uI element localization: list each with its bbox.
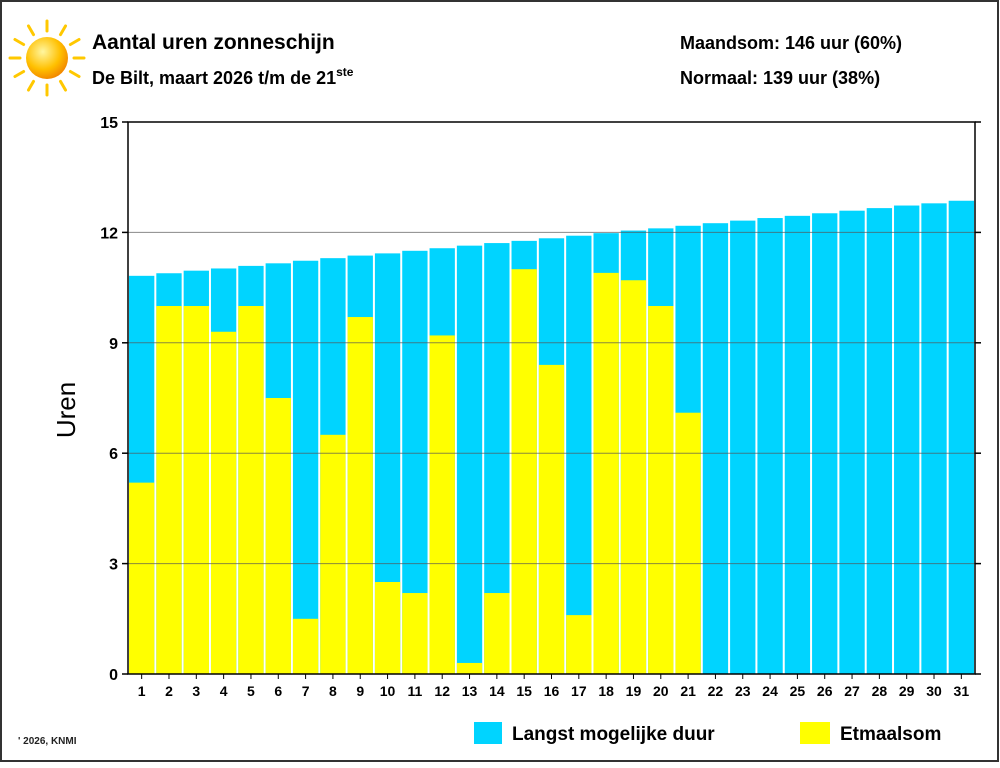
x-tick-label: 8	[329, 683, 337, 699]
bar-max-duration	[812, 213, 838, 674]
x-tick-label: 13	[462, 683, 478, 699]
x-tick-label: 28	[872, 683, 888, 699]
x-tick-label: 30	[926, 683, 942, 699]
x-tick-label: 14	[489, 683, 505, 699]
x-tick-label: 4	[220, 683, 228, 699]
x-tick-label: 3	[192, 683, 200, 699]
subtitle-superscript: ste	[336, 65, 354, 79]
x-tick-label: 6	[274, 683, 282, 699]
y-tick-label: 9	[109, 336, 118, 353]
bar-max-duration	[456, 245, 483, 674]
bar-max-duration	[784, 215, 811, 674]
bar-sunshine	[566, 615, 592, 674]
x-tick-label: 21	[680, 683, 696, 699]
copyright: ' 2026, KNMI	[18, 736, 77, 747]
x-tick-label: 25	[790, 683, 806, 699]
bar-max-duration	[839, 210, 865, 675]
x-tick-label: 23	[735, 683, 751, 699]
bar-sunshine	[265, 398, 291, 674]
x-tick-label: 29	[899, 683, 915, 699]
bar-sunshine	[429, 335, 455, 674]
sun-ray	[68, 70, 81, 78]
x-tick-label: 27	[844, 683, 860, 699]
sun-ray	[27, 79, 35, 92]
sun-ray	[59, 79, 67, 92]
x-tick-label: 31	[954, 683, 970, 699]
bar-sunshine	[347, 317, 373, 674]
bar-sunshine	[484, 593, 510, 674]
legend-label-max-duration: Langst mogelijke duur	[512, 724, 715, 745]
sun-ray	[27, 24, 35, 37]
x-tick-label: 10	[380, 683, 396, 699]
x-tick-label: 16	[544, 683, 560, 699]
x-tick-label: 15	[516, 683, 532, 699]
x-tick-label: 9	[356, 683, 364, 699]
bar-sunshine	[675, 412, 701, 674]
bar-sunshine	[511, 269, 537, 674]
bar-sunshine	[402, 593, 428, 674]
bar-max-duration	[566, 235, 592, 674]
sun-icon	[8, 19, 86, 97]
bar-sunshine	[593, 272, 619, 674]
y-tick-label: 6	[109, 446, 118, 463]
bar-sunshine	[538, 364, 565, 674]
x-tick-label: 1	[138, 683, 146, 699]
bar-sunshine	[210, 331, 237, 674]
bar-max-duration	[866, 208, 893, 674]
x-tick-label: 7	[302, 683, 310, 699]
x-tick-label: 12	[434, 683, 450, 699]
bar-max-duration	[702, 223, 729, 674]
bar-sunshine	[292, 618, 319, 674]
x-tick-label: 18	[598, 683, 614, 699]
x-tick-label: 24	[762, 683, 778, 699]
bar-sunshine	[183, 306, 209, 674]
month-sum: Maandsom: 146 uur (60%)	[680, 33, 902, 53]
bar-sunshine	[620, 280, 647, 674]
x-tick-label: 2	[165, 683, 173, 699]
legend-swatch-max-duration	[474, 722, 502, 744]
legend-swatch-sunshine	[800, 722, 830, 744]
sun-disc	[26, 37, 68, 79]
chart-title: Aantal uren zonneschijn	[92, 31, 335, 54]
bar-max-duration	[757, 218, 783, 674]
bar-sunshine	[156, 306, 182, 674]
chart-subtitle: De Bilt, maart 2026 t/m de 21ste	[92, 65, 354, 88]
x-tick-label: 17	[571, 683, 587, 699]
y-tick-label: 3	[109, 557, 118, 574]
bar-max-duration	[948, 200, 974, 674]
normal-value: Normaal: 139 uur (38%)	[680, 68, 880, 88]
x-tick-label: 22	[708, 683, 724, 699]
bar-sunshine	[238, 306, 264, 674]
x-tick-label: 11	[407, 683, 422, 699]
x-tick-label: 5	[247, 683, 255, 699]
x-tick-label: 26	[817, 683, 833, 699]
bar-sunshine	[374, 582, 401, 674]
bar-sunshine	[456, 662, 483, 674]
bar-max-duration	[921, 203, 947, 674]
y-tick-label: 12	[100, 225, 118, 242]
bar-sunshine	[648, 306, 674, 674]
legend-label-sunshine: Etmaalsom	[840, 724, 941, 745]
sun-ray	[68, 38, 81, 46]
sun-ray	[13, 38, 26, 46]
sun-ray	[13, 70, 26, 78]
bar-max-duration	[730, 220, 756, 674]
y-axis-label: Uren	[51, 382, 81, 438]
y-tick-label: 15	[100, 115, 118, 132]
bar-max-duration	[292, 260, 319, 674]
bar-sunshine	[129, 482, 155, 674]
x-tick-label: 19	[626, 683, 642, 699]
bar-sunshine	[320, 434, 346, 674]
sun-ray	[59, 24, 67, 37]
bar-max-duration	[894, 205, 920, 674]
subtitle-text: De Bilt, maart 2026 t/m de 21	[92, 68, 336, 88]
x-tick-label: 20	[653, 683, 669, 699]
y-tick-label: 0	[109, 667, 118, 684]
